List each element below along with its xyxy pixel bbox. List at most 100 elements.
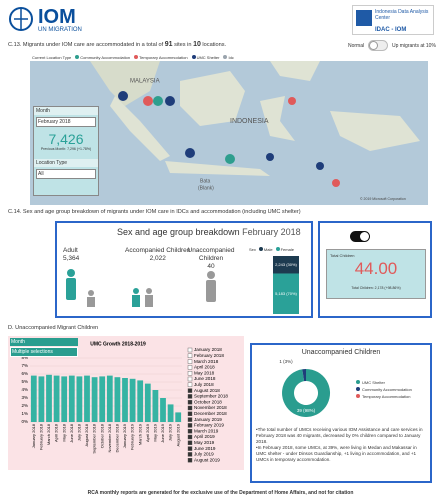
x-tick-label: January 2018 [31,423,36,448]
y-tick-label: 5% [21,379,28,384]
shape [207,271,215,279]
bar [160,398,166,422]
checklist-label: May 2019 [194,440,215,445]
bar [84,375,90,422]
checkbox [187,411,193,417]
footer: RCA monthly reports are generated for th… [87,490,354,496]
legend-swatch [356,394,360,398]
person-icons [66,269,216,307]
checkbox [187,394,193,399]
partner-emblem [356,10,372,26]
sites: 91 [164,41,173,48]
bar [53,375,60,422]
text: locations. [202,42,227,48]
checkbox [187,423,193,428]
x-tick-label: August 2019 [175,423,180,446]
umc-donut: 39 (98%) 1 (3%) [279,359,331,417]
x-tick-label: September 2018 [92,423,97,453]
shape [143,96,153,106]
iom-logo: IOM UN MIGRATION [8,6,118,34]
legend-item: Community Accommodation [356,386,412,393]
box-month: February 2018 [242,227,301,237]
location-label: Location Type [34,159,98,167]
box-title: Sex and age group breakdown February 201… [117,227,301,237]
x-tick-label: October 2018 [99,423,104,448]
partner-name: Indonesia Data Analysis Center [375,9,429,21]
slicer-value[interactable]: Multiple selections [10,347,78,357]
checkbox [187,371,193,376]
toggle[interactable] [350,231,370,242]
checklist-label: October 2018 [194,399,222,404]
legend-swatch [75,55,80,59]
shape [66,269,76,300]
locations: 10 [193,41,201,48]
x-tick-label: March 2019 [137,423,142,445]
c13-title: C.13. Migrants under IOM care are accomm… [8,41,226,48]
copyright: © 2019 Microsoft Corporation [360,197,406,201]
umc-text: •The total number of UMCs receiving vari… [256,427,428,463]
shape [332,179,340,187]
x-tick-label: August 2018 [84,423,89,446]
checkbox [187,399,193,405]
group: Adult 5,364 [63,247,79,263]
legend-label: Temporary Accommodation [362,394,411,399]
checklist-label: July 2018 [194,382,214,387]
month-select[interactable]: February 2018 [36,117,96,127]
toggle[interactable] [368,40,388,51]
umc-panel: UMC Growth 2018-2019 0% 1% 2% 3% 4% 5% 6% 7% 8% Ja… [8,336,244,470]
legend-item: Idc [223,55,234,60]
slice [282,368,331,417]
group-label: Accompanied Children [125,247,191,254]
checkbox [187,434,193,440]
y-tick-label: 1% [21,411,28,416]
logo-emblem [9,7,33,31]
legend-item: UMC Shelter [356,379,412,386]
group: Unaccompanied Children 40 [181,247,241,271]
toggle-left: Normal [348,43,365,49]
sex-label: 2,243 (30%) [275,262,297,267]
children-card: Total Children 44.00 Total Children: 2,1… [318,221,432,318]
umc-title: Unaccompanied Children [301,349,381,356]
logo-tagline: UN MIGRATION [38,27,82,33]
legend-swatch [356,380,360,384]
card-label: Total Children [330,253,355,258]
shape [66,278,76,300]
bar [144,383,151,422]
month-label: Month [34,107,98,115]
bar [106,375,113,422]
checkbox [187,440,193,446]
group-label: Unaccompanied Children [187,247,235,262]
map-label: INDONESIA [230,118,269,125]
bar [152,390,159,422]
checkbox [187,382,193,387]
checklist-label: January 2019 [194,417,222,422]
d-title: D. Unaccompanied Migrant Children [8,325,99,331]
shape [146,288,152,294]
x-tick-label: June 2018 [69,423,74,442]
location-select[interactable]: All [36,169,96,179]
map-label: Bata [200,178,211,184]
x-tick-label: February 2018 [38,423,43,450]
paragraph: •In February 2018, some UMCs, at 39%, we… [256,445,417,462]
checklist-label: February 2018 [194,353,224,358]
legend-swatch [134,55,139,59]
legend-title: Sex [249,247,256,252]
group-label: Adult [63,247,78,254]
bar [91,377,98,422]
checkbox [187,353,193,358]
checkbox [187,446,193,451]
group: Accompanied Children 2,022 [125,247,190,263]
checklist-label: July 2019 [194,452,214,457]
land [260,96,295,141]
checklist-label: February 2019 [194,423,224,428]
x-tick-label: July 2018 [76,423,81,441]
bar [68,375,75,422]
bar [167,404,174,422]
shape [145,295,153,307]
shape [132,295,140,307]
bar [137,380,144,422]
legend-swatch [258,247,263,251]
group-value: 2,022 [149,255,166,262]
checkbox [187,452,193,457]
